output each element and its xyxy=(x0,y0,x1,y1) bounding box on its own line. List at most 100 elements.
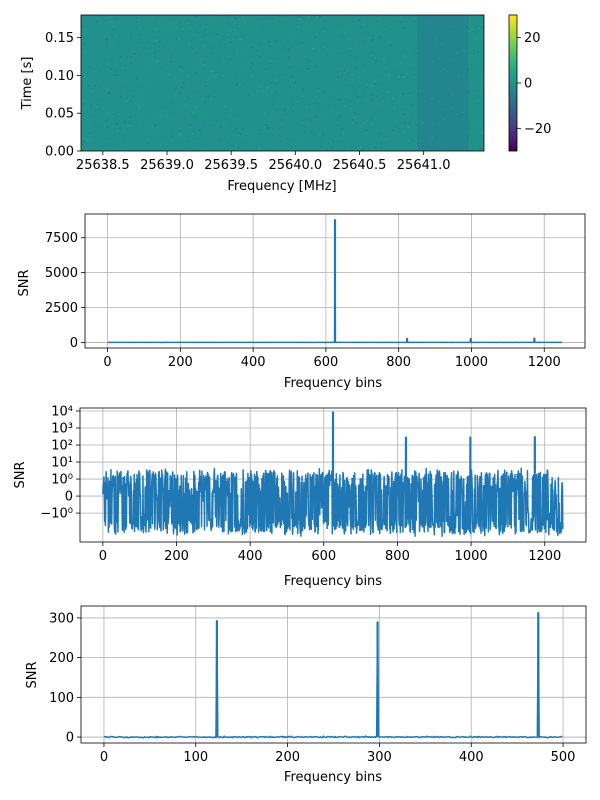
spectrogram-noise-pixel xyxy=(191,133,194,135)
spectrogram-noise-pixel xyxy=(249,61,252,63)
spectrogram-noise-pixel xyxy=(422,93,425,96)
spectrogram-noise-pixel xyxy=(196,71,199,73)
spectrogram-noise-pixel xyxy=(194,72,197,74)
spectrogram-noise-pixel xyxy=(357,88,360,91)
spectrogram-noise-pixel xyxy=(372,57,375,59)
spectrogram-noise-pixel xyxy=(151,40,154,42)
spectrogram-noise-pixel xyxy=(410,116,413,119)
spectrogram-noise-pixel xyxy=(264,124,267,126)
spectrogram-y-axis-label: Time [s] xyxy=(20,57,35,111)
spectrogram-noise-pixel xyxy=(382,34,385,36)
spectrogram-noise-pixel xyxy=(435,85,438,88)
spectrogram-noise-pixel xyxy=(160,67,163,69)
spectrogram-noise-pixel xyxy=(341,34,344,36)
spectrogram-noise-pixel xyxy=(380,53,383,56)
snr-symlog-frame xyxy=(79,407,587,543)
spectrogram-noise-pixel xyxy=(478,27,480,29)
spectrogram-noise-pixel xyxy=(118,62,121,65)
spectrogram-noise-pixel xyxy=(169,61,172,63)
y-tick-label: 0.05 xyxy=(45,107,74,122)
spectrogram-noise-pixel xyxy=(450,49,452,51)
spectrogram-noise-pixel xyxy=(296,69,299,72)
spectrogram-noise-pixel xyxy=(191,46,194,48)
spectrogram-noise-pixel xyxy=(191,119,194,121)
spectrogram-noise-pixel xyxy=(377,75,380,77)
spectrogram-noise-pixel xyxy=(413,18,416,20)
spectrogram-noise-pixel xyxy=(224,75,227,78)
spectrogram-noise-pixel xyxy=(114,71,117,73)
spectrogram-noise-pixel xyxy=(83,96,86,99)
spectrogram-noise-pixel xyxy=(205,55,208,58)
spectrogram-noise-pixel xyxy=(82,103,85,105)
spectrogram-noise-pixel xyxy=(451,95,454,97)
spectrogram-noise-pixel xyxy=(418,90,421,92)
spectrogram-noise-pixel xyxy=(468,30,471,33)
spectrogram-noise-pixel xyxy=(181,70,184,72)
y-tick-label: 10² xyxy=(51,439,73,454)
x-tick-label: 600 xyxy=(311,549,336,564)
spectrogram-noise-pixel xyxy=(416,141,419,144)
spectrogram-noise-pixel xyxy=(302,141,305,143)
spectrogram-noise-pixel xyxy=(114,59,117,62)
spectrogram-noise-pixel xyxy=(431,48,434,50)
spectrogram-noise-pixel xyxy=(349,47,352,50)
spectrogram-noise-pixel xyxy=(275,79,278,82)
spectrogram-noise-pixel xyxy=(371,39,374,41)
spectrogram-noise-pixel xyxy=(323,19,325,22)
spectrogram-noise-pixel xyxy=(351,119,354,121)
spectrogram-image xyxy=(81,15,484,151)
spectrogram-noise-pixel xyxy=(223,141,226,143)
spectrogram-noise-pixel xyxy=(446,147,449,149)
spectrogram-noise-pixel xyxy=(181,86,183,89)
spectrogram-noise-pixel xyxy=(152,101,155,104)
spectrogram-noise-pixel xyxy=(196,89,199,92)
spectrogram-noise-pixel xyxy=(425,143,428,146)
spectrogram-noise-pixel xyxy=(258,42,261,45)
spectrogram-noise-pixel xyxy=(165,78,168,80)
spectrogram-noise-pixel xyxy=(432,45,435,48)
spectrogram-noise-pixel xyxy=(263,93,266,96)
spectrogram-noise-pixel xyxy=(432,48,435,50)
y-tick-label: 0 xyxy=(70,336,78,351)
spectrogram-noise-pixel xyxy=(371,123,374,126)
spectrogram-noise-pixel xyxy=(257,147,260,150)
spectrogram-noise-pixel xyxy=(308,118,311,120)
spectrogram-noise-pixel xyxy=(368,36,371,39)
spectrogram-noise-pixel xyxy=(153,96,156,99)
spectrogram-noise-pixel xyxy=(165,115,168,117)
spectrogram-noise-pixel xyxy=(247,22,250,25)
spectrogram-noise-pixel xyxy=(283,108,286,111)
snr-symlog-x-ticks: 0 200 400 600 800 1000 1200 xyxy=(99,542,561,564)
spectrogram-noise-pixel xyxy=(204,81,207,83)
spectrogram-noise-pixel xyxy=(158,22,160,25)
spectrogram-noise-pixel xyxy=(199,130,201,132)
spectrogram-noise-pixel xyxy=(263,137,266,139)
spectrogram-noise-pixel xyxy=(306,28,309,30)
spectrogram-noise-pixel xyxy=(350,84,353,87)
spectrogram-noise-pixel xyxy=(169,139,172,142)
spectrogram-noise-pixel xyxy=(330,146,333,149)
spectrogram-noise-pixel xyxy=(252,137,255,139)
spectrogram-noise-pixel xyxy=(470,55,473,57)
snr-linear-series xyxy=(107,218,563,344)
spectrogram-noise-pixel xyxy=(152,39,155,41)
spectrogram-noise-pixel xyxy=(251,46,254,48)
spectrogram-noise-pixel xyxy=(472,57,475,60)
spectrogram-noise-pixel xyxy=(153,90,156,93)
spectrogram-noise-pixel xyxy=(178,92,181,94)
spectrogram-noise-pixel xyxy=(96,99,99,101)
spectrogram-noise-pixel xyxy=(347,71,350,74)
spectrogram-noise-pixel xyxy=(138,90,141,92)
spectrogram-noise-pixel xyxy=(305,69,308,71)
spectrogram-noise-pixel xyxy=(182,82,185,85)
spectrogram-noise-pixel xyxy=(299,79,302,81)
spectrogram-noise-pixel xyxy=(145,139,148,141)
spectrogram-noise-pixel xyxy=(137,40,140,43)
spectrogram-noise-pixel xyxy=(342,36,345,39)
spectrogram-noise-pixel xyxy=(117,113,120,115)
spectrogram-noise-pixel xyxy=(207,95,210,98)
spectrogram-noise-pixel xyxy=(338,35,341,38)
spectrogram-noise-pixel xyxy=(308,15,311,18)
spectrogram-noise-pixel xyxy=(375,60,378,62)
spectrogram-noise-pixel xyxy=(460,33,463,35)
